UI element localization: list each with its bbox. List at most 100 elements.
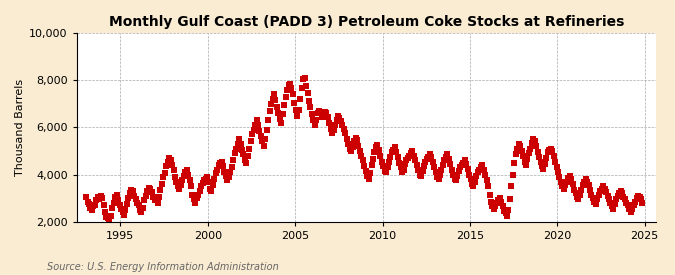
- Point: [110, 195, 121, 199]
- Point: [123, 196, 134, 200]
- Point: [418, 164, 429, 169]
- Point: [392, 155, 403, 159]
- Point: [472, 170, 483, 174]
- Point: [586, 192, 597, 197]
- Point: [277, 112, 288, 117]
- Point: [329, 123, 340, 127]
- Point: [391, 150, 402, 154]
- Point: [244, 146, 254, 151]
- Point: [634, 195, 645, 199]
- Point: [545, 146, 556, 151]
- Point: [630, 199, 641, 204]
- Point: [292, 113, 303, 118]
- Point: [369, 150, 380, 154]
- Point: [560, 183, 570, 187]
- Point: [114, 203, 125, 207]
- Point: [461, 162, 472, 166]
- Point: [101, 215, 112, 219]
- Point: [592, 197, 603, 202]
- Point: [637, 201, 648, 205]
- Point: [595, 189, 605, 193]
- Text: Source: U.S. Energy Information Administration: Source: U.S. Energy Information Administ…: [47, 262, 279, 272]
- Point: [490, 204, 501, 208]
- Point: [443, 157, 454, 161]
- Point: [480, 172, 491, 177]
- Point: [346, 149, 356, 153]
- Point: [313, 111, 323, 116]
- Point: [340, 131, 351, 135]
- Point: [417, 169, 428, 173]
- Point: [120, 208, 131, 212]
- Point: [502, 214, 512, 218]
- Point: [177, 178, 188, 183]
- Point: [85, 205, 96, 210]
- Point: [487, 204, 498, 208]
- Point: [260, 137, 271, 141]
- Point: [309, 123, 320, 127]
- Point: [612, 194, 623, 198]
- Point: [378, 164, 389, 169]
- Point: [520, 163, 531, 167]
- Point: [542, 150, 553, 154]
- Point: [385, 155, 396, 159]
- Point: [324, 120, 335, 125]
- Point: [149, 198, 160, 203]
- Point: [174, 186, 185, 191]
- Point: [152, 201, 163, 205]
- Point: [207, 183, 218, 187]
- Point: [605, 201, 616, 205]
- Point: [513, 142, 524, 146]
- Point: [164, 156, 175, 160]
- Point: [485, 199, 496, 204]
- Point: [596, 186, 607, 191]
- Point: [143, 185, 154, 190]
- Point: [190, 201, 200, 205]
- Point: [187, 192, 198, 197]
- Point: [295, 97, 306, 101]
- Point: [337, 123, 348, 127]
- Point: [276, 120, 287, 125]
- Point: [128, 189, 138, 193]
- Point: [89, 203, 100, 207]
- Point: [126, 188, 136, 192]
- Point: [178, 174, 189, 178]
- Point: [499, 209, 510, 213]
- Point: [535, 159, 546, 164]
- Point: [321, 111, 332, 116]
- Point: [261, 128, 272, 132]
- Point: [251, 118, 262, 122]
- Point: [94, 197, 105, 202]
- Point: [493, 198, 504, 203]
- Point: [477, 163, 487, 167]
- Point: [451, 178, 462, 183]
- Point: [250, 123, 261, 127]
- Point: [628, 203, 639, 207]
- Point: [413, 167, 424, 172]
- Point: [539, 162, 550, 166]
- Point: [81, 195, 92, 199]
- Point: [573, 197, 584, 202]
- Point: [564, 174, 575, 178]
- Point: [371, 145, 381, 150]
- Point: [225, 170, 236, 174]
- Point: [587, 196, 598, 200]
- Point: [593, 192, 604, 197]
- Point: [280, 94, 291, 99]
- Point: [235, 142, 246, 146]
- Point: [636, 197, 647, 202]
- Point: [445, 162, 456, 166]
- Point: [516, 149, 527, 153]
- Point: [257, 139, 268, 144]
- Point: [359, 164, 370, 169]
- Point: [109, 201, 119, 205]
- Point: [610, 202, 620, 206]
- Point: [437, 163, 448, 167]
- Point: [426, 155, 437, 159]
- Point: [350, 136, 361, 140]
- Point: [171, 179, 182, 184]
- Point: [206, 189, 217, 193]
- Point: [111, 192, 122, 197]
- Point: [624, 207, 634, 211]
- Point: [289, 100, 300, 105]
- Point: [481, 178, 492, 183]
